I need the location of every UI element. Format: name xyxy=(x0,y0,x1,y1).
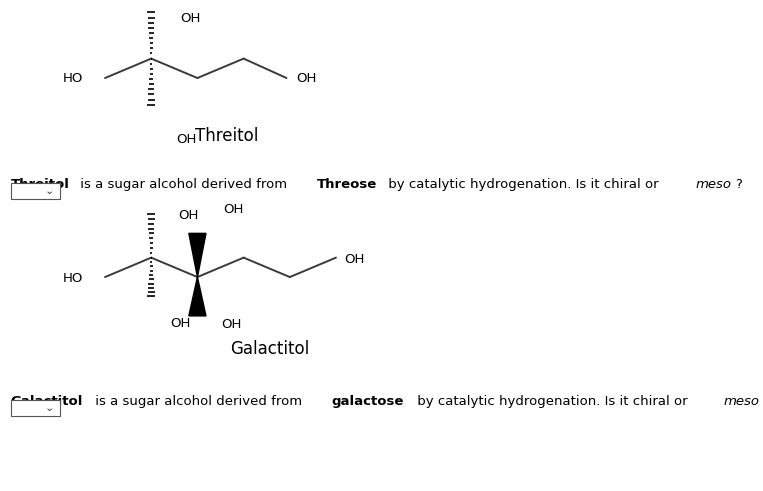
Text: by catalytic hydrogenation. Is it chiral or: by catalytic hydrogenation. Is it chiral… xyxy=(413,395,691,408)
Text: is a sugar alcohol derived from: is a sugar alcohol derived from xyxy=(76,178,291,191)
Text: HO: HO xyxy=(63,272,83,284)
Text: OH: OH xyxy=(176,134,196,146)
Text: OH: OH xyxy=(224,203,244,216)
Text: OH: OH xyxy=(171,317,191,330)
Text: ⌄: ⌄ xyxy=(44,187,54,196)
FancyBboxPatch shape xyxy=(11,400,60,416)
Text: Galactitol: Galactitol xyxy=(11,395,83,408)
Text: OH: OH xyxy=(179,209,199,222)
FancyBboxPatch shape xyxy=(11,183,60,199)
Text: meso: meso xyxy=(723,395,760,408)
Text: OH: OH xyxy=(181,12,201,25)
Text: HO: HO xyxy=(63,72,83,84)
Text: ?: ? xyxy=(736,178,742,191)
Text: Threitol: Threitol xyxy=(11,178,69,191)
Text: OH: OH xyxy=(345,252,365,266)
Text: by catalytic hydrogenation. Is it chiral or: by catalytic hydrogenation. Is it chiral… xyxy=(384,178,663,191)
Text: ⌄: ⌄ xyxy=(44,404,54,413)
Text: OH: OH xyxy=(296,73,317,85)
Text: meso: meso xyxy=(695,178,731,191)
Text: Threitol: Threitol xyxy=(195,127,259,144)
Polygon shape xyxy=(188,277,206,316)
Polygon shape xyxy=(188,233,206,277)
Text: galactose: galactose xyxy=(332,395,404,408)
Text: OH: OH xyxy=(221,318,242,331)
Text: Galactitol: Galactitol xyxy=(230,340,310,358)
Text: is a sugar alcohol derived from: is a sugar alcohol derived from xyxy=(92,395,307,408)
Text: Threose: Threose xyxy=(317,178,377,191)
